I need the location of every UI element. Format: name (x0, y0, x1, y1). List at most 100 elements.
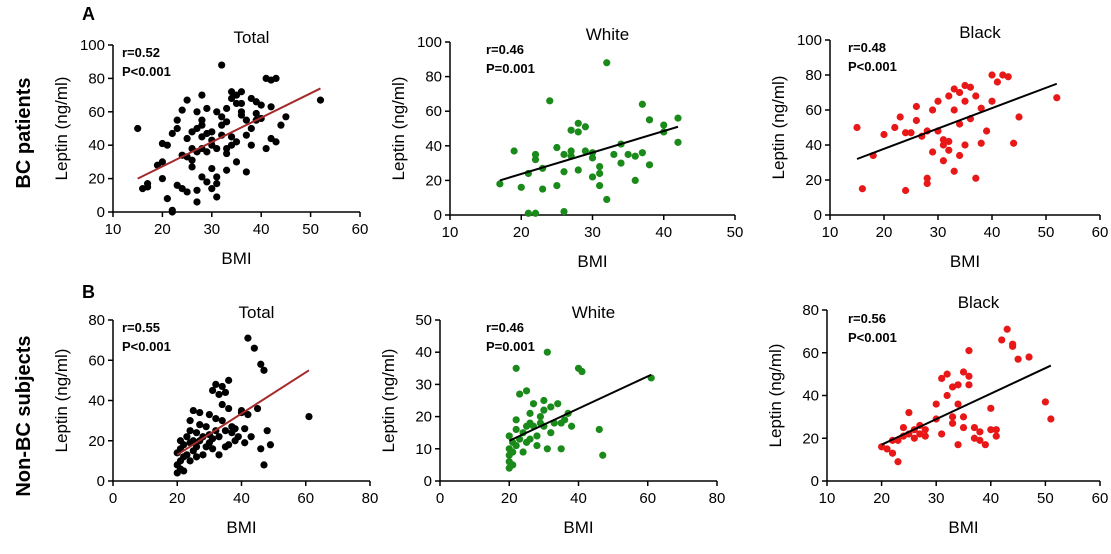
panel-1-1: 0 20 40 60 8001020304050BMILeptin (ng/ml)Whi… (379, 303, 725, 537)
panel-0-0-data-point (238, 100, 245, 107)
panel-0-2-y-tick-label: 40 (805, 137, 822, 154)
panel-0-0-y-tick-label: 100 (80, 37, 105, 54)
panel-0-1-data-point (575, 128, 582, 135)
panel-1-1-data-point (513, 365, 520, 372)
panel-0-1-stat-p: P=0.001 (486, 61, 535, 76)
panel-1-0-y-tick-label: 0 (97, 473, 105, 490)
panel-0-1-data-point (603, 59, 610, 66)
panel-0-0-data-point (238, 108, 245, 115)
panel-0-2-data-point (913, 103, 920, 110)
panel-0-1: 10 20 30 40 50020406080100BMILeptin (ng/ml)W… (389, 25, 743, 271)
panel-0-2-data-point (978, 140, 985, 147)
panel-1-0-y-tick-label: 80 (88, 312, 105, 329)
panel-0-0-y-tick-label: 80 (88, 70, 105, 87)
panel-0-1-data-point (539, 185, 546, 192)
panel-1-0-data-point (199, 451, 206, 458)
panel-0-0-data-point (317, 97, 324, 104)
panel-1-0-y-tick-label: 60 (88, 352, 105, 369)
panel-1-0-data-point (225, 405, 232, 412)
panel-1-0-data-point (187, 427, 194, 434)
panel-1-2-x-tick-label: 30 (928, 490, 945, 507)
panel-0-2-data-point (988, 98, 995, 105)
panel-1-2-y-axis-label: Leptin (ng/ml) (766, 344, 785, 448)
panel-0-2-x-tick-label: 10 (822, 224, 839, 241)
panel-1-0-stat-r: r=0.55 (122, 320, 160, 335)
panel-1-2: 10 20 30 40 50 60 0 20 40 60 80 BMI Leptin (ng/ml) Bl… (766, 293, 1108, 537)
panel-1-1-stat-p: P=0.001 (486, 339, 535, 354)
panel-0-0-data-point (164, 195, 171, 202)
panel-0-0-x-tick-label: 60 (352, 221, 369, 238)
panel-0-0-data-point (134, 125, 141, 132)
panel-1-0-data-point (203, 423, 210, 430)
panel-0-2-stat-p: P<0.001 (848, 59, 897, 74)
panel-0-2-stat-r: r=0.48 (848, 40, 886, 55)
panel-0-1-data-point (560, 168, 567, 175)
panel-1-2-data-point (965, 381, 972, 388)
panel-1-1-data-point (547, 403, 554, 410)
panel-0-2-data-point (956, 152, 963, 159)
panel-0-2-y-axis-label: Leptin (ng/ml) (769, 76, 788, 180)
panel-0-0-data-point (243, 168, 250, 175)
panel-0-2-data-point (859, 185, 866, 192)
panel-1-1-x-axis-label: BMI (563, 518, 593, 537)
panel-0-1-y-tick-label: 20 (425, 172, 442, 189)
panel-1-1-y-tick-label: 50 (415, 312, 432, 329)
panel-1-2-data-point (944, 371, 951, 378)
panel-1-1-data-point (568, 423, 575, 430)
panel-0-1-stat-r: r=0.46 (486, 42, 524, 57)
panel-0-0-regression-line (138, 88, 321, 178)
panel-1-0-data-point (180, 467, 187, 474)
panel-1-0-y-tick-label: 20 (88, 433, 105, 450)
panel-1-2-stat-r: r=0.56 (848, 311, 886, 326)
panel-1-1-data-point (530, 400, 537, 407)
panel-0-2-x-tick-label: 20 (876, 224, 893, 241)
panel-1-0: 0 20 40 60 80020406080BMILeptin (ng/ml)Total… (52, 303, 378, 537)
panel-0-0-stat-p: P<0.001 (122, 64, 171, 79)
panel-0-2-data-point (988, 71, 995, 78)
panel-0-2-data-point (945, 138, 952, 145)
panel-0-0-data-point (203, 148, 210, 155)
panel-1-1-x-tick-label: 40 (570, 490, 587, 507)
panel-1-2-data-point (949, 413, 956, 420)
panel-1-0-data-point (180, 441, 187, 448)
panel-1-2-y-tick-label: 0 (811, 473, 819, 490)
panel-0-1-x-tick-label: 50 (727, 224, 744, 241)
panel-0-1-data-point (596, 170, 603, 177)
panel-0-0-data-point (233, 138, 240, 145)
panel-0-2-y-tick-label: 20 (805, 172, 822, 189)
panel-1-1-y-tick-label: 30 (415, 376, 432, 393)
panel-1-1-data-point (537, 413, 544, 420)
panel-0-0-stat-r: r=0.52 (122, 45, 160, 60)
panel-1-0-x-tick-label: 20 (169, 490, 186, 507)
panel-0-2-data-point (961, 141, 968, 148)
panel-1-2-data-point (922, 433, 929, 440)
panel-1-1-x-tick-label: 80 (709, 490, 726, 507)
panel-1-2-data-point (998, 336, 1005, 343)
panel-1-0-data-point (212, 415, 219, 422)
panel-0-1-data-point (532, 210, 539, 217)
panel-0-1-data-point (568, 127, 575, 134)
panel-1-2-x-tick-label: 10 (819, 490, 836, 507)
panel-1-2-data-point (965, 347, 972, 354)
panel-0-2-x-axis-label: BMI (950, 252, 980, 271)
panel-1-1-data-point (578, 368, 585, 375)
panel-1-1-data-point (540, 397, 547, 404)
panel-0-0-data-point (198, 92, 205, 99)
panel-1-1-regression-line (509, 375, 651, 441)
panel-1-2-data-point (938, 430, 945, 437)
panel-0-2-data-point (934, 98, 941, 105)
panel-1-1-y-tick-label: 40 (415, 344, 432, 361)
panel-0-2-y-tick-label: 0 (814, 207, 822, 224)
panel-0-0-data-point (272, 75, 279, 82)
panel-1-0-data-point (241, 439, 248, 446)
panel-0-2-y-tick-label: 100 (797, 32, 822, 49)
panel-1-2-stat-p: P<0.001 (848, 330, 897, 345)
panel-1-2-data-point (1047, 415, 1054, 422)
panel-0-0-data-point (159, 175, 166, 182)
panel-0-2-data-point (1005, 73, 1012, 80)
panel-0-0-x-tick-label: 20 (154, 221, 171, 238)
panel-1-0-y-tick-label: 40 (88, 393, 105, 410)
panel-1-2-data-point (1015, 356, 1022, 363)
